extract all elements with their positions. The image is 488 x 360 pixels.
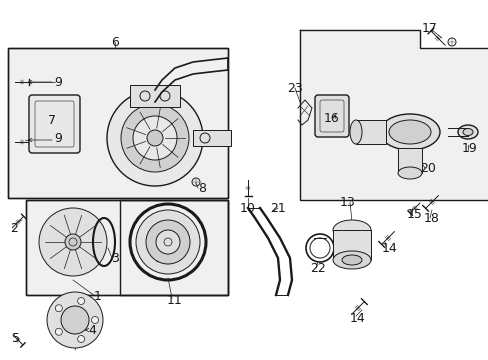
FancyBboxPatch shape <box>314 95 348 137</box>
Circle shape <box>55 305 62 312</box>
Circle shape <box>91 316 98 324</box>
Text: 10: 10 <box>240 202 255 215</box>
Text: 2: 2 <box>10 221 18 234</box>
Circle shape <box>156 230 180 254</box>
Text: 14: 14 <box>381 242 397 255</box>
Text: 1: 1 <box>94 289 102 302</box>
Text: 4: 4 <box>88 324 96 337</box>
Ellipse shape <box>457 125 477 139</box>
Circle shape <box>146 220 190 264</box>
Circle shape <box>107 90 203 186</box>
Text: 9: 9 <box>54 76 62 89</box>
Bar <box>26 200 227 295</box>
Ellipse shape <box>379 114 439 150</box>
Ellipse shape <box>388 120 430 144</box>
Circle shape <box>121 104 189 172</box>
Bar <box>8 48 227 198</box>
Polygon shape <box>299 30 488 200</box>
Text: 12: 12 <box>155 252 170 265</box>
Text: 18: 18 <box>423 211 439 225</box>
Bar <box>120 200 227 295</box>
Text: 19: 19 <box>461 141 477 154</box>
Ellipse shape <box>349 120 361 144</box>
Text: 16: 16 <box>324 112 339 125</box>
Circle shape <box>78 297 84 305</box>
Ellipse shape <box>332 251 370 269</box>
Circle shape <box>47 292 103 348</box>
Bar <box>332 230 370 260</box>
Text: 3: 3 <box>111 252 119 265</box>
Circle shape <box>136 210 200 274</box>
Bar <box>130 85 180 107</box>
Circle shape <box>39 208 107 276</box>
Text: 17: 17 <box>421 22 437 35</box>
Ellipse shape <box>397 167 421 179</box>
Text: 9: 9 <box>54 131 62 144</box>
Text: 14: 14 <box>349 311 365 324</box>
Circle shape <box>65 234 81 250</box>
Circle shape <box>61 306 89 334</box>
Text: 5: 5 <box>12 332 20 345</box>
Bar <box>397 148 421 173</box>
Text: 22: 22 <box>309 261 325 274</box>
Ellipse shape <box>332 220 370 240</box>
Circle shape <box>133 116 177 160</box>
Text: 13: 13 <box>340 195 355 208</box>
Circle shape <box>55 328 62 335</box>
Text: 20: 20 <box>419 162 435 175</box>
Text: 15: 15 <box>406 208 422 221</box>
Text: 11: 11 <box>167 293 183 306</box>
Circle shape <box>78 336 84 342</box>
Bar <box>8 48 227 198</box>
Text: 23: 23 <box>286 81 302 94</box>
Bar <box>26 200 227 295</box>
Ellipse shape <box>462 129 472 135</box>
Text: 21: 21 <box>269 202 285 215</box>
Bar <box>193 130 230 146</box>
Text: 6: 6 <box>111 36 119 49</box>
Bar <box>355 120 385 144</box>
Text: 7: 7 <box>48 113 56 126</box>
FancyBboxPatch shape <box>29 95 80 153</box>
Text: 8: 8 <box>198 181 205 194</box>
Ellipse shape <box>341 255 361 265</box>
Circle shape <box>147 130 163 146</box>
